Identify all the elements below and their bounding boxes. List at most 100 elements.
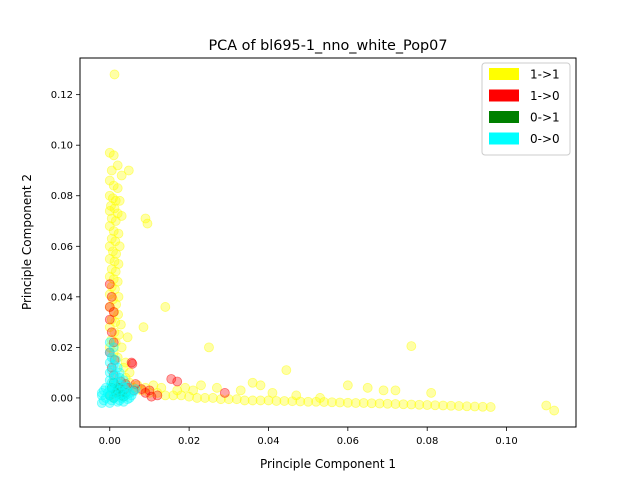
legend-swatch-1to1 xyxy=(489,68,519,80)
point-0to0-7 xyxy=(112,362,123,373)
point-1to1-118 xyxy=(390,385,401,396)
point-0to0-9 xyxy=(104,367,115,378)
point-1to1-82 xyxy=(263,395,274,406)
point-1to1-68 xyxy=(152,387,163,398)
point-1to0-21 xyxy=(172,376,183,387)
point-1to1-7 xyxy=(104,175,115,186)
point-1to0-6 xyxy=(108,337,119,348)
y-tick-label: 0.06 xyxy=(51,242,73,253)
point-1to1-88 xyxy=(311,396,322,407)
point-1to1-132 xyxy=(172,385,183,396)
point-1to1-87 xyxy=(303,396,314,407)
point-0to0-52 xyxy=(130,384,141,394)
point-1to1-84 xyxy=(279,396,290,406)
point-1to1-124 xyxy=(247,377,258,388)
point-1to1-28 xyxy=(104,241,115,252)
point-1to1-120 xyxy=(180,382,191,393)
point-1to1-83 xyxy=(271,396,282,406)
point-0to0-44 xyxy=(104,398,115,408)
point-1to1-135 xyxy=(124,367,135,378)
point-1to1-70 xyxy=(168,390,179,401)
x-axis-label: Principle Component 1 xyxy=(260,457,396,471)
y-axis-ticks: 0.00 0.02 0.04 0.06 0.08 0.10 0.12 xyxy=(51,90,80,404)
point-1to1-2 xyxy=(108,150,119,161)
point-1to1-79 xyxy=(239,395,250,406)
legend-swatch-0to1 xyxy=(489,111,519,123)
point-1to0-3 xyxy=(108,307,119,317)
point-1to0-19 xyxy=(127,358,138,369)
legend: 1->1 1->0 0->1 0->0 xyxy=(481,62,571,156)
point-1to1-74 xyxy=(200,393,210,403)
point-1to1-24 xyxy=(108,226,119,237)
x-axis-ticks: 0.00 0.02 0.04 0.06 0.08 0.10 xyxy=(99,427,518,447)
legend-label-1to1: 1->1 xyxy=(530,68,560,82)
point-1to1-9 xyxy=(112,183,123,194)
point-1to1-31 xyxy=(111,248,122,259)
point-1to0-1 xyxy=(106,291,117,302)
point-1to1-111 xyxy=(541,400,552,411)
point-1to1-101 xyxy=(414,399,425,410)
point-1to1-139 xyxy=(115,319,126,330)
point-1to1-61 xyxy=(204,342,214,353)
point-1to1-0 xyxy=(109,69,120,80)
legend-label-0to0: 0->0 xyxy=(530,132,560,146)
point-0to0-1 xyxy=(108,342,119,353)
point-1to0-24 xyxy=(152,390,163,401)
point-1to1-98 xyxy=(390,399,401,409)
point-1to1-116 xyxy=(362,382,373,393)
point-1to1-60 xyxy=(160,302,171,312)
point-1to1-58 xyxy=(108,347,119,358)
point-1to1-114 xyxy=(281,365,292,376)
point-1to1-105 xyxy=(446,400,456,411)
point-1to1-119 xyxy=(426,387,437,398)
point-1to1-15 xyxy=(109,203,120,214)
point-1to1-122 xyxy=(196,380,206,391)
point-1to1-126 xyxy=(235,385,246,396)
point-1to1-117 xyxy=(378,385,389,396)
point-1to1-5 xyxy=(123,165,134,176)
point-1to1-95 xyxy=(366,398,377,409)
point-1to1-129 xyxy=(315,393,325,403)
point-1to1-123 xyxy=(211,382,222,393)
point-1to1-4 xyxy=(106,165,117,176)
point-1to1-130 xyxy=(148,380,159,391)
legend-swatch-0to0 xyxy=(489,132,519,145)
point-1to1-137 xyxy=(116,342,127,353)
x-tick-label: 0.06 xyxy=(337,436,359,447)
point-1to1-99 xyxy=(398,399,409,410)
point-1to1-73 xyxy=(192,393,202,403)
point-1to1-23 xyxy=(104,221,115,231)
legend-box xyxy=(481,62,571,156)
point-0to0-2 xyxy=(104,347,115,358)
point-1to1-108 xyxy=(469,401,480,412)
x-tick-label: 0.10 xyxy=(495,436,517,447)
point-0to0-0 xyxy=(104,337,115,348)
point-1to1-75 xyxy=(208,393,218,403)
point-1to1-57 xyxy=(104,342,115,353)
point-0to0-49 xyxy=(118,396,129,407)
point-0to0-47 xyxy=(118,375,129,386)
point-1to0-4 xyxy=(104,314,115,325)
point-1to0-5 xyxy=(106,327,117,338)
point-1to0-0 xyxy=(104,279,115,290)
point-1to1-102 xyxy=(422,400,433,410)
point-1to1-91 xyxy=(334,397,345,408)
legend-label-0to1: 0->1 xyxy=(530,111,560,125)
point-1to0-27 xyxy=(140,387,151,398)
scatter-points xyxy=(96,69,560,416)
point-1to1-104 xyxy=(438,400,448,411)
legend-swatch-1to0 xyxy=(489,89,519,102)
point-0to0-43 xyxy=(96,398,107,408)
point-1to1-97 xyxy=(382,398,393,409)
point-1to1-113 xyxy=(406,341,417,352)
point-1to1-71 xyxy=(176,390,187,401)
point-1to1-131 xyxy=(156,382,167,393)
y-tick-label: 0.12 xyxy=(51,90,73,101)
y-tick-label: 0.00 xyxy=(51,393,73,404)
point-0to0-48 xyxy=(114,367,125,378)
point-1to1-121 xyxy=(188,385,198,396)
point-1to1-107 xyxy=(461,401,472,412)
point-1to1-22 xyxy=(142,218,153,229)
y-tick-label: 0.08 xyxy=(51,191,73,202)
x-tick-label: 0.08 xyxy=(416,436,438,447)
